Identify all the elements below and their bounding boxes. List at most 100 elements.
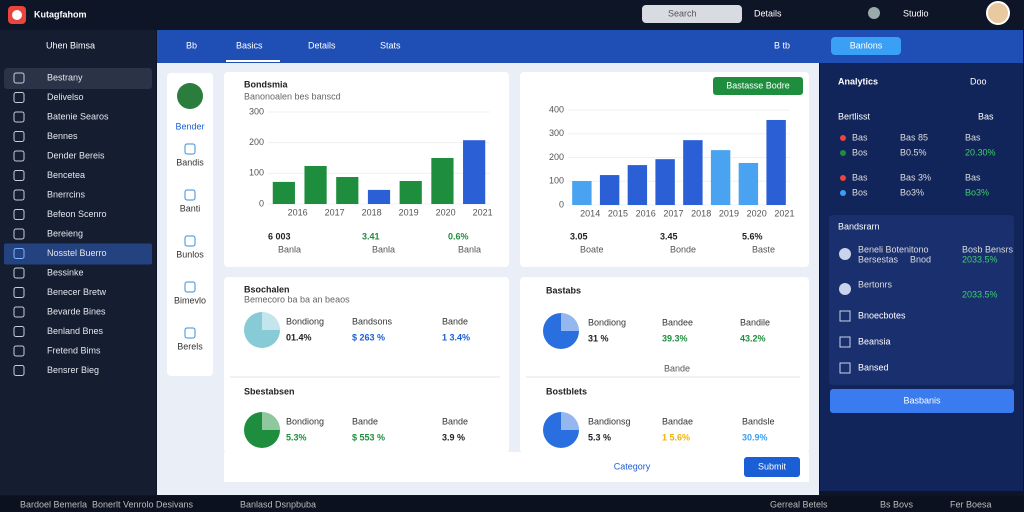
bar xyxy=(599,175,620,205)
metric-value: 3.9 % xyxy=(442,432,465,442)
bar xyxy=(683,140,703,205)
stat-value: 6 003 xyxy=(268,231,291,241)
nav-icon xyxy=(13,189,25,201)
stat-value: 3.05 xyxy=(570,231,588,241)
menu[interactable]: Details xyxy=(754,8,782,18)
x-tick-label: 2017 xyxy=(325,207,345,217)
nav-item[interactable]: Benland Bnes xyxy=(47,326,104,336)
nav-icon xyxy=(13,131,25,142)
header-button[interactable] xyxy=(831,37,901,55)
x-tick-label: 2015 xyxy=(608,208,628,218)
metric-value: 30.9% xyxy=(742,432,768,442)
metric-value: 39.3% xyxy=(662,333,688,343)
profile-item[interactable]: Bunlos xyxy=(176,249,204,259)
card xyxy=(224,277,509,453)
submit-button[interactable] xyxy=(744,457,800,477)
metric-value: $ 263 % xyxy=(352,332,385,342)
profile-item[interactable]: Bandis xyxy=(176,157,204,167)
nav-item[interactable]: Bnerrcins xyxy=(47,189,86,199)
nav-item[interactable]: Bennes xyxy=(47,131,78,141)
x-tick-label: 2021 xyxy=(774,208,794,218)
y-tick-label: 100 xyxy=(549,176,564,186)
nav-icon xyxy=(13,345,25,357)
top-bar xyxy=(0,0,1024,30)
nav-icon xyxy=(13,228,25,240)
panel-nav[interactable]: Bnoecbotes xyxy=(858,310,906,320)
bar xyxy=(431,158,454,204)
metric-value: 01.4% xyxy=(286,332,312,342)
row-text: Bo3% xyxy=(965,187,989,197)
status-item: Fer Boesa xyxy=(950,499,992,509)
nav-icon xyxy=(839,310,851,322)
nav-icon xyxy=(13,170,25,181)
row-dot xyxy=(840,150,846,156)
metric-label: Bandae xyxy=(662,416,693,426)
download-button[interactable] xyxy=(830,389,1014,413)
panel-nav[interactable]: Bansed xyxy=(858,362,889,372)
x-tick-label: 2021 xyxy=(473,207,493,217)
card-title: Bsochalen xyxy=(244,284,290,294)
row-dot xyxy=(840,175,846,181)
metric-label: Bandionsg xyxy=(588,416,631,426)
card-footer xyxy=(224,452,809,482)
bar xyxy=(738,162,759,205)
nav-item[interactable]: Befeon Scenro xyxy=(47,209,107,219)
metric-label: Bande xyxy=(442,416,468,426)
nav-item[interactable]: Batenie Searos xyxy=(47,111,109,121)
header-button-text[interactable]: Banlons xyxy=(850,40,883,50)
nav-item[interactable]: Dender Bereis xyxy=(47,150,105,160)
profile-item[interactable]: Berels xyxy=(177,341,203,351)
row-text: Bas xyxy=(965,132,981,142)
bar xyxy=(399,181,422,204)
nav-item[interactable]: Bereieng xyxy=(47,228,83,238)
donut-slice xyxy=(561,313,579,331)
y-tick-label: 400 xyxy=(549,104,564,114)
tab[interactable]: Stats xyxy=(380,40,401,50)
nav-item[interactable]: Fretend Bims xyxy=(47,345,101,355)
profile-icon xyxy=(184,327,196,339)
tab[interactable]: Details xyxy=(308,40,336,50)
badge xyxy=(713,77,803,95)
stat-value: 3.41 xyxy=(362,231,380,241)
user-name[interactable]: Studio xyxy=(903,8,929,18)
nav-item[interactable]: Delivelso xyxy=(47,92,84,102)
row-dot xyxy=(840,135,846,141)
profile-item[interactable]: Bimevlo xyxy=(174,295,206,305)
nav-item[interactable]: Bensrer Bieg xyxy=(47,365,99,375)
bar xyxy=(572,181,592,205)
nav-icon xyxy=(13,326,25,337)
metric-value: 31 % xyxy=(588,333,609,343)
panel-nav[interactable]: Beansia xyxy=(858,336,891,346)
nav-active xyxy=(4,243,152,265)
segment-text: 2033.5% xyxy=(962,254,998,264)
avatar-small xyxy=(868,7,880,19)
nav-item[interactable]: Bevarde Bines xyxy=(47,306,106,316)
avatar[interactable] xyxy=(986,1,1010,25)
footer-link[interactable]: Category xyxy=(614,461,651,471)
badge-text: Bastasse Bodre xyxy=(726,80,790,90)
card-subtitle: Banonoalen bes banscd xyxy=(244,91,341,101)
nav-icon xyxy=(13,287,25,298)
search-box[interactable] xyxy=(642,5,742,23)
nav-item[interactable]: Nosstel Buerro xyxy=(47,248,107,258)
bar xyxy=(336,177,359,204)
nav-item[interactable]: Bencetea xyxy=(47,170,85,180)
nav-icon xyxy=(13,92,25,103)
nav-item[interactable]: Bestrany xyxy=(47,72,83,82)
nav-item[interactable]: Bessinke xyxy=(47,267,84,277)
nav-item[interactable]: Benecer Bretw xyxy=(47,287,107,297)
profile-item[interactable]: Banti xyxy=(180,203,201,213)
metric-value: 43.2% xyxy=(740,333,766,343)
metric-label: Bande xyxy=(352,416,378,426)
stat-label: Baste xyxy=(752,244,775,254)
x-tick-label: 2016 xyxy=(288,207,308,217)
row-text: Bas 3% xyxy=(900,172,931,182)
profile-card xyxy=(167,73,213,376)
download-text[interactable]: Basbanis xyxy=(903,395,941,405)
tab[interactable]: Basics xyxy=(236,40,263,50)
bar xyxy=(304,165,327,204)
submit-text[interactable]: Submit xyxy=(758,461,787,471)
nav-icon xyxy=(13,72,25,84)
search-text[interactable]: Search xyxy=(668,8,697,18)
segments-panel xyxy=(829,215,1014,385)
